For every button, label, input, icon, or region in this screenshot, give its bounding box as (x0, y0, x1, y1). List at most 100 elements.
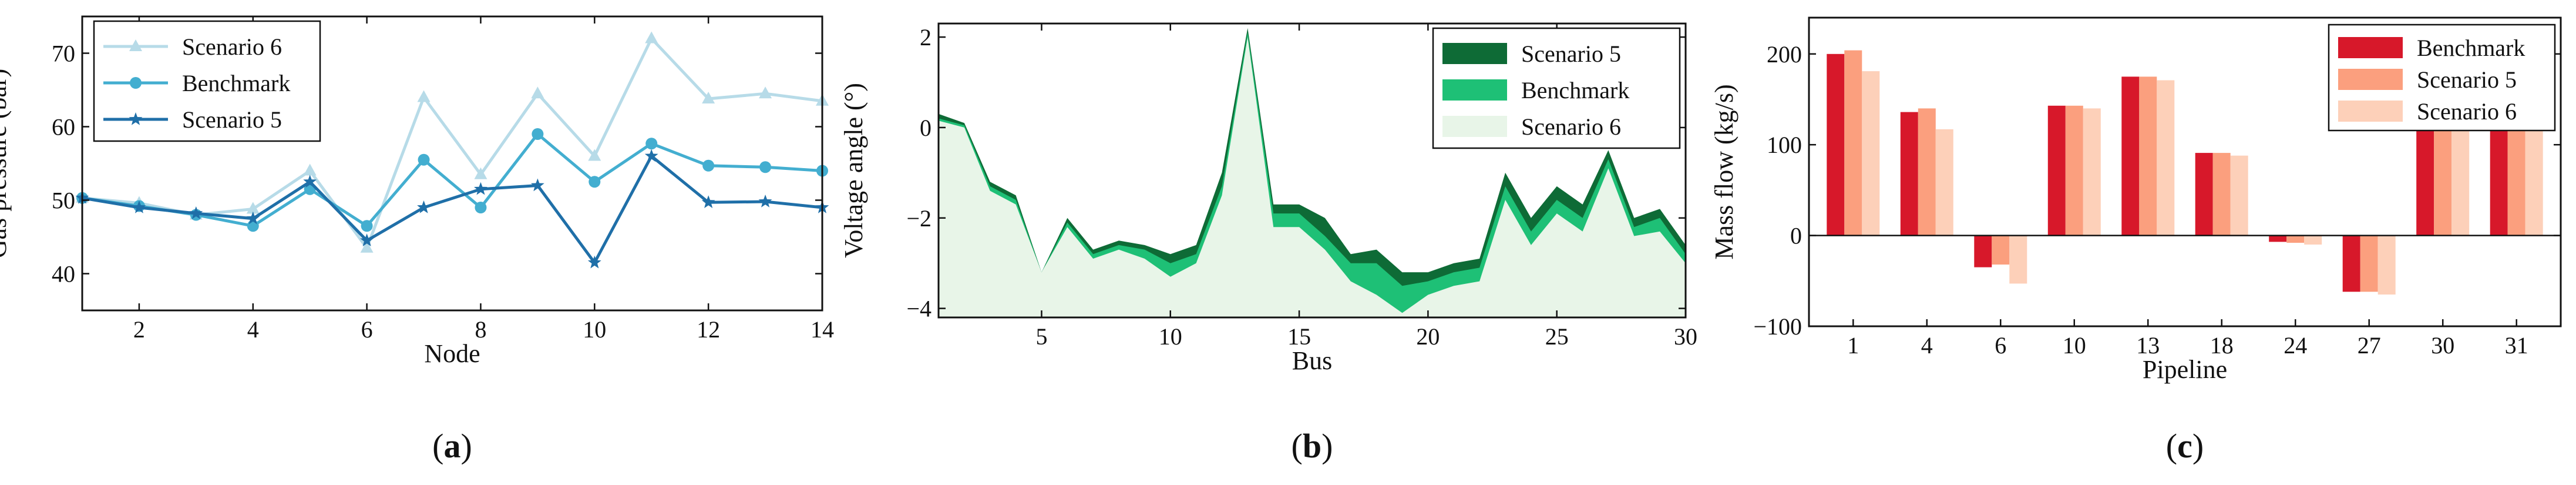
x-tick-label: 10 (2063, 332, 2086, 359)
bar (1827, 53, 1845, 236)
x-tick-label: 30 (1674, 323, 1697, 350)
bar (2286, 235, 2305, 243)
data-point (246, 202, 260, 214)
bar (2065, 105, 2083, 236)
data-point (417, 200, 431, 213)
x-axis-label: Node (424, 339, 480, 368)
bar (2230, 155, 2248, 236)
y-tick-label: −100 (1753, 313, 1802, 340)
data-point (645, 138, 658, 150)
bar (1974, 235, 1992, 267)
data-point (189, 206, 203, 219)
legend-swatch (1442, 43, 1507, 64)
data-point (645, 31, 658, 44)
data-point (418, 153, 430, 166)
bar (2360, 235, 2378, 292)
x-tick-label: 10 (1159, 323, 1182, 350)
legend-entry-label: Benchmark (2417, 35, 2525, 61)
bar (2212, 153, 2231, 236)
data-point (246, 211, 260, 225)
y-tick-label: −2 (906, 205, 931, 232)
data-point (247, 220, 259, 232)
data-point (701, 195, 715, 208)
data-point (417, 90, 431, 102)
legend-entry-label: Benchmark (182, 70, 290, 96)
bar (1900, 112, 1918, 236)
data-point (531, 86, 544, 99)
legend-entry-label: Scenario 5 (1521, 41, 1621, 67)
y-tick-label: 50 (52, 188, 75, 214)
panel-label-open: ( (2166, 427, 2177, 465)
data-point (759, 161, 772, 173)
y-tick-label: 60 (52, 114, 75, 141)
bar (1862, 71, 1880, 236)
data-point (303, 175, 317, 188)
bar (2416, 129, 2434, 236)
data-point (758, 195, 772, 208)
plot-frame (937, 22, 1687, 319)
plot-frame (81, 15, 823, 312)
data-point (531, 178, 544, 192)
y-axis-label: Gas pressure (bar) (0, 69, 12, 259)
x-tick-label: 25 (1545, 323, 1569, 350)
legend-swatch (2338, 69, 2403, 90)
x-axis-label: Bus (1292, 346, 1332, 375)
x-tick-label: 31 (2505, 332, 2528, 359)
bar (2342, 235, 2360, 292)
x-tick-label: 14 (811, 316, 834, 343)
panel-label-letter: b (1303, 427, 1321, 465)
x-tick-label: 13 (2136, 332, 2160, 359)
bar (1935, 129, 1953, 236)
legend-swatch-marker (130, 77, 142, 89)
x-tick-label: 15 (1287, 323, 1311, 350)
y-axis-label: Mass flow (kg/s) (1710, 84, 1738, 259)
y-tick-label: 0 (920, 115, 931, 141)
bar (2269, 235, 2287, 242)
data-point (588, 149, 601, 161)
panel-label-close: ) (2192, 427, 2204, 465)
x-tick-label: 6 (361, 316, 373, 343)
bar (2121, 76, 2140, 236)
y-tick-label: −4 (906, 296, 931, 322)
legend-swatch-marker (129, 39, 142, 51)
data-point (644, 149, 658, 162)
y-tick-label: 0 (1790, 223, 1802, 249)
data-point (361, 220, 373, 232)
series-area (939, 37, 1686, 317)
x-axis-label: Pipeline (2143, 355, 2227, 384)
data-point (587, 255, 601, 269)
panel-label-open: ( (432, 427, 443, 465)
data-point (132, 200, 146, 213)
x-tick-label: 30 (2431, 332, 2454, 359)
bar (2377, 235, 2396, 295)
panel-label-letter: a (444, 427, 461, 465)
panel-label-close: ) (461, 427, 472, 465)
x-tick-label: 12 (697, 316, 720, 343)
bar (2139, 76, 2157, 236)
legend-swatch (1442, 116, 1507, 137)
data-point (702, 92, 715, 103)
data-point (360, 233, 374, 246)
y-tick-label: 100 (1767, 132, 1802, 158)
legend-swatch (2338, 37, 2403, 58)
x-tick-label: 6 (1995, 332, 2006, 359)
legend-entry-label: Scenario 6 (2417, 98, 2517, 125)
bar (2083, 108, 2101, 236)
legend-swatch-marker (129, 112, 143, 125)
plot-frame (1808, 16, 2562, 327)
data-point (702, 159, 715, 172)
y-tick-label: 200 (1767, 41, 1802, 68)
data-point (532, 128, 544, 140)
bar (2304, 235, 2322, 245)
bar (2009, 235, 2027, 284)
x-tick-label: 20 (1416, 323, 1440, 350)
x-tick-label: 27 (2358, 332, 2381, 359)
data-point (475, 202, 487, 213)
chart-panel-b: −4 −2 0 2 Voltage angle (°) 5 10 15 20 25 30 Bus Sce… (839, 22, 1697, 465)
data-point (588, 176, 601, 188)
legend-swatch (2338, 101, 2403, 122)
panel-label-open: ( (1292, 427, 1303, 465)
panel-label-letter: c (2177, 427, 2192, 465)
bar (2195, 153, 2213, 236)
data-point (474, 167, 487, 179)
